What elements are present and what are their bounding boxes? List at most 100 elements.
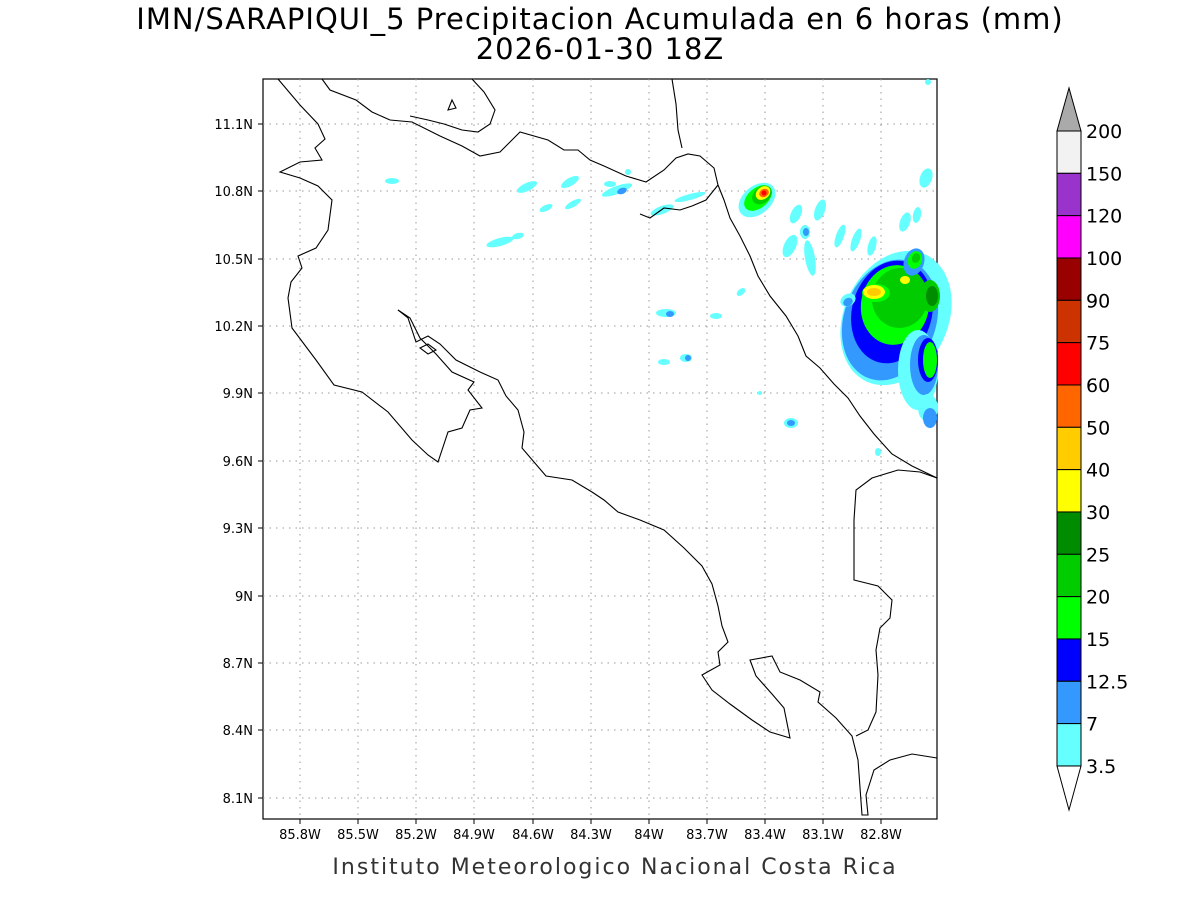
colorbar-swatch bbox=[1056, 257, 1082, 301]
coast-line bbox=[717, 184, 938, 479]
precip-cell bbox=[385, 178, 399, 184]
lat-tick-label: 9N bbox=[235, 590, 253, 605]
colorbar-level-label: 120 bbox=[1086, 206, 1122, 228]
lon-tick-label: 84W bbox=[634, 828, 664, 843]
precip-cell bbox=[710, 313, 722, 319]
precip-cell bbox=[919, 168, 933, 188]
colorbar-level-label: 25 bbox=[1086, 544, 1110, 566]
lon-tick-label: 82.8W bbox=[860, 828, 902, 843]
coast-line bbox=[671, 78, 683, 149]
coast-line bbox=[409, 78, 496, 133]
precip-cell bbox=[923, 408, 937, 428]
colorbar-swatch bbox=[1056, 342, 1082, 386]
lon-tick-label: 85.5W bbox=[337, 828, 379, 843]
colorbar-level-label: 15 bbox=[1086, 629, 1110, 651]
plot-frame bbox=[262, 78, 938, 820]
island bbox=[418, 343, 438, 355]
coast-line bbox=[853, 469, 938, 737]
colorbar-level-label: 150 bbox=[1086, 163, 1122, 185]
footer-credit: Instituto Meteorologico Nacional Costa R… bbox=[332, 855, 898, 880]
colorbar-level-label: 7 bbox=[1086, 714, 1098, 736]
precip-cell bbox=[758, 391, 762, 395]
colorbar-swatch bbox=[1056, 469, 1082, 513]
colorbar-swatch bbox=[1056, 299, 1082, 344]
colorbar-swatch bbox=[1056, 638, 1082, 682]
precip-cell bbox=[516, 181, 538, 193]
colorbar-level-label: 60 bbox=[1086, 375, 1110, 397]
precip-cell bbox=[561, 175, 579, 189]
precip-cell bbox=[867, 236, 877, 256]
grid-lines bbox=[263, 79, 937, 819]
colorbar-level-label: 30 bbox=[1086, 502, 1110, 524]
precip-cell bbox=[923, 342, 937, 378]
precip-cell bbox=[761, 190, 767, 196]
colorbar-swatch bbox=[1056, 680, 1082, 725]
map-title: IMN/SARAPIQUI_5 Precipitacion Acumulada … bbox=[136, 2, 1064, 36]
colorbar-level-label: 200 bbox=[1086, 121, 1122, 143]
colorbar-level-label: 3.5 bbox=[1086, 756, 1116, 778]
precip-cell bbox=[911, 253, 921, 263]
precip-cell bbox=[601, 183, 633, 197]
precip-cell bbox=[789, 204, 803, 224]
lon-tick-label: 85.2W bbox=[395, 828, 437, 843]
precip-cell bbox=[926, 286, 938, 306]
precip-cell bbox=[925, 79, 931, 85]
lat-tick-label: 10.2N bbox=[214, 320, 253, 335]
precip-cell bbox=[875, 448, 881, 456]
colorbar-level-label: 40 bbox=[1086, 460, 1110, 482]
precip-cell bbox=[834, 224, 846, 248]
colorbar-level-label: 12.5 bbox=[1086, 671, 1128, 693]
precip-cell bbox=[486, 236, 514, 248]
lon-tick-label: 83.7W bbox=[686, 828, 728, 843]
lat-tick-label: 9.9N bbox=[223, 387, 253, 402]
lat-tick-label: 11.1N bbox=[214, 118, 253, 133]
colorbar-swatch bbox=[1056, 596, 1082, 640]
colorbar-level-label: 100 bbox=[1086, 248, 1122, 270]
precip-cell bbox=[674, 191, 706, 203]
precip-cell bbox=[512, 232, 524, 240]
precip-cell bbox=[912, 207, 922, 223]
lon-tick-label: 83.4W bbox=[744, 828, 786, 843]
precip-cell bbox=[658, 359, 670, 365]
precip-cell bbox=[787, 420, 795, 426]
lon-tick-label: 84.6W bbox=[512, 828, 554, 843]
colorbar-swatch bbox=[1056, 215, 1082, 259]
lat-tick-label: 10.8N bbox=[214, 185, 253, 200]
island bbox=[447, 98, 457, 111]
colorbar-swatch bbox=[1056, 426, 1082, 471]
precip-cell bbox=[617, 187, 627, 195]
precip-cell bbox=[782, 234, 798, 258]
coast-line bbox=[397, 309, 938, 816]
colorbar-swatch bbox=[1056, 553, 1082, 598]
precip-cell bbox=[900, 276, 910, 284]
axis-ticks: 85.8W 85.5W 85.2W 84.9W 84.6W 84.3W 84W 83.7W 83… bbox=[214, 118, 902, 843]
colorbar-swatch bbox=[1056, 511, 1082, 555]
coast-line bbox=[277, 78, 484, 463]
colorbar: 200 150 120 100 90 75 60 50 40 30 25 20 15 12.5 7 3.5 bbox=[1056, 86, 1128, 812]
colorbar-level-label: 90 bbox=[1086, 290, 1110, 312]
precip-cell bbox=[867, 288, 881, 296]
precip-cell bbox=[850, 228, 862, 252]
lat-tick-label: 8.7N bbox=[223, 657, 253, 672]
precip-cell bbox=[539, 203, 553, 213]
lat-tick-label: 9.6N bbox=[223, 455, 253, 470]
coast-line bbox=[321, 78, 719, 186]
lat-tick-label: 9.3N bbox=[223, 522, 253, 537]
precip-cell bbox=[604, 181, 616, 187]
precip-cell bbox=[871, 268, 929, 328]
lat-tick-label: 10.5N bbox=[214, 253, 253, 268]
colorbar-over-triangle bbox=[1056, 86, 1082, 132]
lon-tick-label: 84.9W bbox=[453, 828, 495, 843]
precip-cell bbox=[565, 198, 581, 210]
lon-tick-label: 83.1W bbox=[802, 828, 844, 843]
lat-tick-label: 8.1N bbox=[223, 792, 253, 807]
coast-line bbox=[639, 184, 719, 219]
precip-cell bbox=[666, 311, 674, 317]
colorbar-swatch bbox=[1056, 130, 1082, 174]
colorbar-level-label: 50 bbox=[1086, 417, 1110, 439]
colorbar-level-label: 75 bbox=[1086, 333, 1110, 355]
colorbar-swatch bbox=[1056, 723, 1082, 767]
precip-cell bbox=[803, 228, 809, 236]
